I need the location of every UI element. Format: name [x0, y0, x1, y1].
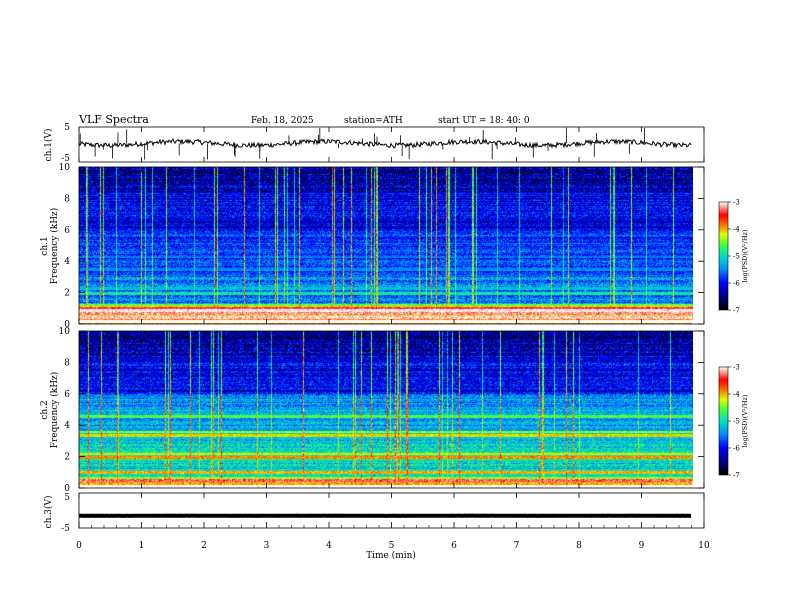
ch1-waveform-trace [78, 138, 692, 149]
ch1-ytick-label: 4 [64, 257, 70, 267]
time-tick-label: 5 [389, 541, 395, 551]
ch2-spectrogram-channel-label: ch.2 [40, 400, 50, 419]
ch1-spectrogram-ylabel: Frequency (kHz) [49, 208, 60, 285]
ch1-ytick-label: 10 [59, 163, 71, 173]
ch3-waveform-ylabel: ch.3(V) [43, 496, 54, 529]
ch2-cbtick-label: -3 [733, 364, 740, 372]
ch1-spike-group [79, 127, 645, 160]
start-time-label: start UT = 18: 40: 0 [438, 116, 530, 126]
time-axis-label: Time (min) [366, 550, 416, 561]
ch2-freq-axis: 0 2 4 6 8 10 [59, 327, 704, 494]
ch1-colorbar-label: log(PSD)(V²/Hz) [741, 229, 749, 282]
ch1-colorbar-scale [718, 201, 729, 311]
ch2-cbtick-label: -4 [733, 391, 740, 399]
time-tick-label: 10 [698, 541, 710, 551]
time-tick-label: 7 [514, 541, 520, 551]
ch1-freq-axis: 0 2 4 6 8 10 [59, 163, 704, 330]
time-tick-label: 4 [326, 541, 332, 551]
ch2-ytick-label: 0 [64, 484, 70, 494]
date-label: Feb. 18, 2025 [251, 116, 314, 126]
time-tick-label: 9 [639, 541, 645, 551]
ch1-cbtick-label: -7 [733, 307, 740, 315]
time-tick-label: 2 [201, 541, 207, 551]
time-tick-label: 3 [264, 541, 270, 551]
ch1-cbtick-label: -6 [733, 280, 740, 288]
ch3-waveform-panel: 5 -5 ch.3(V) [43, 492, 705, 534]
ch1-spectrogram-panel: 0 2 4 6 8 10 ch.1 Frequency (kHz) -3 -4 -5 -6 -7 … [40, 163, 749, 330]
figure-title: VLF Spectra [78, 113, 149, 126]
ch1-ytick-label: 8 [64, 194, 70, 204]
ch1-waveform-panel: 5 -5 ch.1(V) [43, 123, 705, 164]
ch3-ytick-bottom: -5 [61, 524, 70, 534]
ch2-colorbar: -3 -4 -5 -6 -7 log(PSD)(V²/Hz) [718, 364, 749, 480]
ch2-cbtick-label: -5 [733, 418, 740, 426]
ch2-ytick-label: 10 [59, 327, 71, 337]
ch1-cbtick-label: -3 [733, 199, 740, 207]
ch2-cbtick-label: -6 [733, 445, 740, 453]
ch2-ytick-label: 4 [64, 421, 70, 431]
time-tick-label: 6 [451, 541, 457, 551]
ch1-ytick-label: 0 [64, 320, 70, 330]
ch2-colorbar-label: log(PSD)(V²/Hz) [741, 394, 749, 447]
time-axis: 0 1 2 3 4 5 6 7 8 9 10 [76, 127, 710, 551]
ch3-ytick-top: 5 [64, 493, 70, 503]
ch2-colorbar-scale [718, 366, 729, 476]
ch1-spectrogram-image [79, 167, 693, 324]
ch2-ytick-label: 8 [64, 358, 70, 368]
ch1-ytick-label: 2 [64, 289, 70, 299]
ch2-spectrogram-image [79, 331, 693, 488]
ch2-spectrogram-panel: 0 2 4 6 8 10 ch.2 Frequency (kHz) -3 -4 -5 -6 -7 … [40, 327, 749, 494]
ch1-colorbar: -3 -4 -5 -6 -7 log(PSD)(V²/Hz) [718, 199, 749, 315]
ch2-spectrogram-ylabel: Frequency (kHz) [49, 372, 60, 449]
ch2-ytick-label: 2 [64, 453, 70, 463]
ch1-cbtick-label: -4 [733, 226, 740, 234]
ch2-cbtick-label: -7 [733, 472, 740, 480]
station-label: station=ATH [344, 116, 403, 126]
ch2-colorbar-ticks: -3 -4 -5 -6 -7 [728, 364, 740, 480]
ch1-ytick-top: 5 [64, 123, 70, 133]
time-tick-label: 8 [576, 541, 582, 551]
ch1-cbtick-label: -5 [733, 253, 740, 261]
ch1-colorbar-ticks: -3 -4 -5 -6 -7 [728, 199, 740, 315]
ch1-ytick-label: 6 [64, 226, 70, 236]
time-tick-label: 0 [76, 541, 82, 551]
time-tick-label: 1 [139, 541, 145, 551]
ch1-waveform-ylabel: ch.1(V) [43, 129, 54, 162]
ch2-ytick-label: 6 [64, 390, 70, 400]
ch1-ytick-bottom: -5 [61, 154, 70, 164]
ch1-spectrogram-channel-label: ch.1 [40, 236, 50, 255]
